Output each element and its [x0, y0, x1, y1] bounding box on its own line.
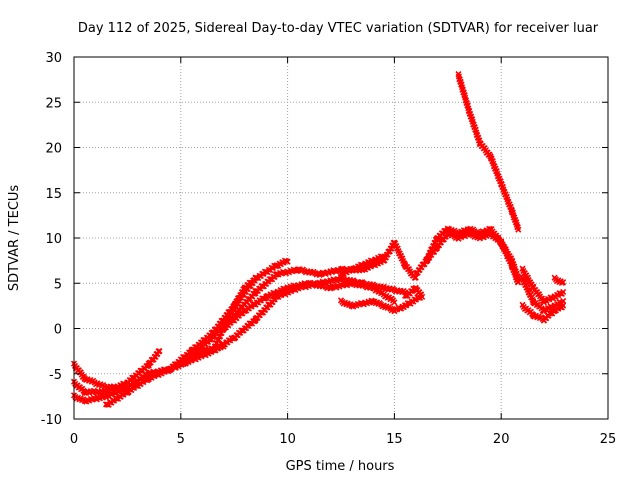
- data-point: [515, 226, 522, 233]
- data-point: [391, 299, 398, 306]
- x-tick-label: 0: [70, 432, 78, 447]
- data-point: [560, 279, 567, 286]
- y-tick-label: 15: [45, 187, 62, 202]
- y-tick-label: 25: [45, 96, 62, 111]
- data-point: [156, 348, 163, 355]
- series-track-m: [455, 70, 522, 233]
- data-point: [412, 274, 419, 281]
- y-axis-label: SDTVAR / TECUs: [7, 185, 22, 292]
- series-track-l: [423, 225, 522, 286]
- data-series: [70, 70, 567, 408]
- series-track-j: [402, 284, 426, 300]
- x-tick-label: 5: [177, 432, 185, 447]
- series-track-p: [519, 301, 567, 324]
- y-tick-label: 5: [54, 277, 62, 292]
- y-tick-label: 10: [45, 232, 62, 247]
- axis-ticks: 0 5 10 15 20 25 -10 -5 0 5 10 15 20 25 30: [41, 51, 617, 447]
- series-track-g: [220, 279, 398, 331]
- y-tick-label: 30: [45, 51, 62, 66]
- data-point: [419, 293, 426, 300]
- data-point: [220, 343, 227, 350]
- x-tick-label: 15: [386, 432, 403, 447]
- data-point: [560, 302, 567, 309]
- data-point: [560, 297, 567, 305]
- data-point: [284, 258, 291, 265]
- series-track-h: [337, 294, 424, 315]
- y-tick-label: 0: [54, 323, 62, 338]
- x-tick-label: 10: [279, 432, 296, 447]
- x-tick-label: 25: [600, 432, 617, 447]
- gridlines: [74, 57, 608, 419]
- x-tick-label: 20: [493, 432, 510, 447]
- series-track-q: [551, 274, 567, 287]
- chart-title: Day 112 of 2025, Sidereal Day-to-day VTE…: [78, 21, 599, 36]
- data-point: [560, 288, 567, 296]
- series-track-n: [519, 265, 567, 306]
- y-tick-label: -10: [41, 413, 62, 428]
- y-tick-label: 20: [45, 142, 62, 157]
- data-point: [252, 274, 259, 282]
- series-track-o: [519, 274, 567, 315]
- y-tick-label: -5: [49, 368, 62, 383]
- data-point: [380, 254, 387, 261]
- data-point: [515, 279, 522, 286]
- series-track-i: [337, 253, 387, 278]
- series-track-f: [209, 274, 259, 354]
- x-axis-label: GPS time / hours: [286, 459, 395, 474]
